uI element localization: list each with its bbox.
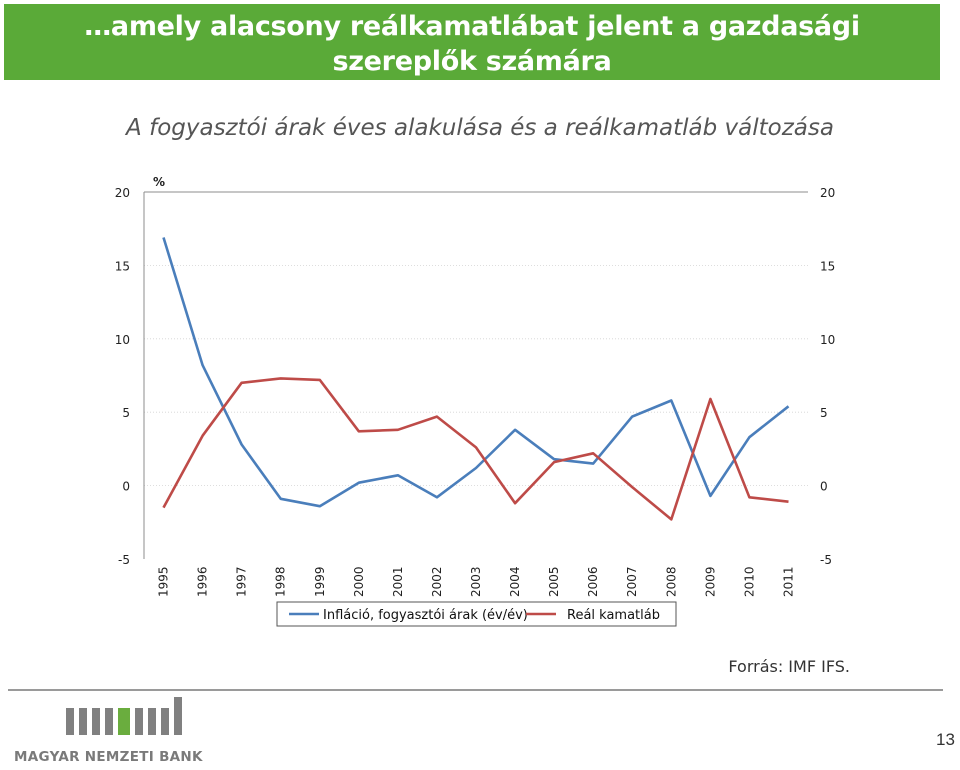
series-line-real-rate [162, 377, 789, 521]
x-tick-label: 2000 [352, 566, 366, 597]
x-tick-label: 2007 [625, 566, 639, 597]
logo-text: MAGYAR NEMZETI BANK [14, 749, 203, 765]
y-tick-label-right: 5 [820, 406, 828, 420]
y-tick-label-left: 0 [122, 480, 130, 494]
legend-box [276, 601, 677, 627]
x-tick-label: 2006 [586, 566, 600, 597]
y-tick-label-left: 15 [115, 259, 130, 273]
x-tick-label: 2010 [742, 566, 756, 597]
mnb-logo-icon [66, 697, 182, 735]
x-tick-label: 2009 [703, 566, 717, 597]
x-tick-label: 1999 [313, 566, 327, 597]
x-tick-label: 2004 [508, 566, 522, 597]
y-tick-label-left: 20 [115, 186, 130, 200]
source-note: Forrás: IMF IFS. [728, 657, 850, 676]
x-tick-label: 1996 [196, 566, 210, 597]
y-tick-label-left: 10 [115, 333, 130, 347]
y-tick-label-right: 15 [820, 259, 835, 273]
page-number: 13 [936, 730, 955, 749]
legend-label-real-rate: Reál kamatláb [567, 608, 660, 623]
x-tick-label: 2011 [781, 566, 795, 597]
footer-divider [8, 689, 943, 691]
x-tick-label: 2002 [430, 566, 444, 597]
y-unit-label: % [153, 175, 165, 189]
x-tick-label: 1997 [235, 566, 249, 597]
slide-title-line2: szereplők számára [332, 46, 612, 77]
slide-title-line1: …amely alacsony reálkamatlábat jelent a … [84, 11, 860, 42]
y-tick-label-right: -5 [820, 553, 832, 567]
x-tick-label: 2008 [664, 566, 678, 597]
title-banner: …amely alacsony reálkamatlábat jelent a … [4, 4, 940, 80]
y-tick-label-left: -5 [118, 553, 130, 567]
y-tick-label-left: 5 [122, 406, 130, 420]
x-tick-label: 2001 [391, 566, 405, 597]
legend-label-inflation: Infláció, fogyasztói árak (év/év) [323, 608, 528, 623]
x-tick-label: 2003 [469, 566, 483, 597]
chart-subtitle: A fogyasztói árak éves alakulása és a re… [126, 115, 834, 141]
y-tick-label-right: 20 [820, 186, 835, 200]
series-line-inflation [162, 237, 790, 508]
x-tick-label: 1995 [157, 566, 171, 597]
y-tick-label-right: 10 [820, 333, 835, 347]
line-chart: -5 0 5 10 15 20 -5 0 5 10 15 20% 1995 1996 1997 1998 199… [115, 175, 835, 627]
x-tick-label: 2005 [547, 566, 561, 597]
x-tick-label: 1998 [274, 566, 288, 597]
y-tick-label-right: 0 [820, 480, 828, 494]
